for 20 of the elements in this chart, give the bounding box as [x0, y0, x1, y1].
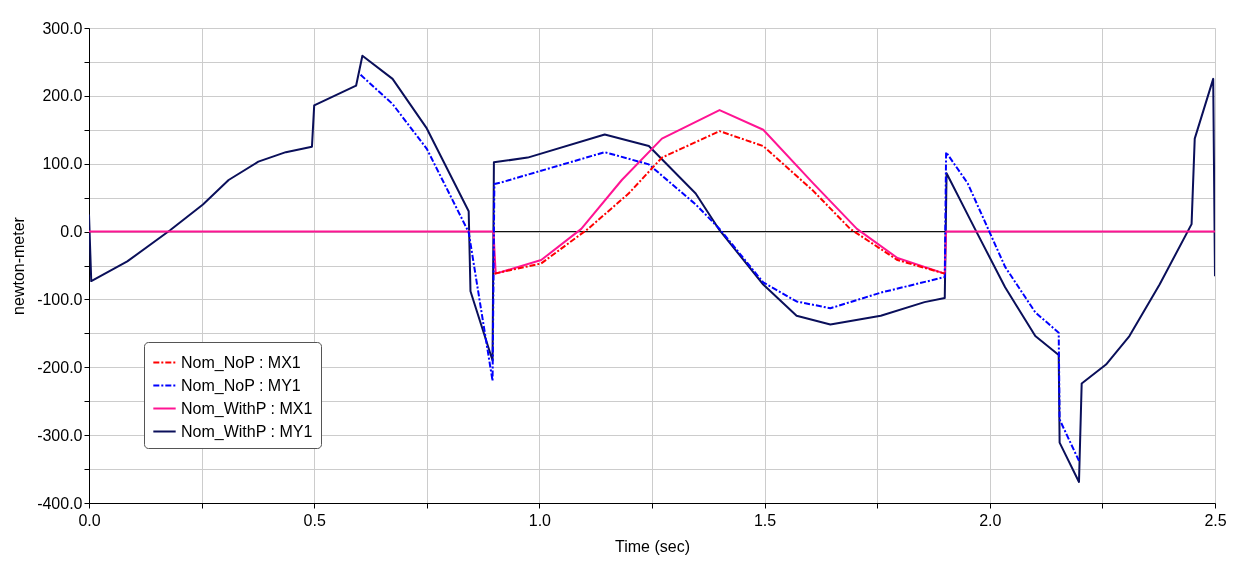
y-tick-label: 200.0 — [42, 87, 83, 105]
y-tick-label: 0.0 — [60, 223, 83, 241]
y-tick-label: -100.0 — [37, 290, 83, 308]
y-tick-label: 300.0 — [42, 19, 83, 37]
x-tick-label: 2.0 — [979, 511, 1002, 529]
y-axis-title: newton-meter — [10, 216, 28, 315]
y-tick-label: -300.0 — [37, 426, 83, 444]
y-tick-label: -400.0 — [37, 494, 83, 512]
y-tick-label: -200.0 — [37, 358, 83, 376]
legend-label: Nom_WithP : MX1 — [181, 399, 313, 418]
x-tick-label: 2.5 — [1204, 511, 1227, 529]
x-tick-label: 0.0 — [78, 511, 101, 529]
x-tick-label: 0.5 — [303, 511, 326, 529]
legend-label: Nom_WithP : MY1 — [181, 422, 313, 441]
legend-label: Nom_NoP : MX1 — [181, 353, 301, 372]
legend-label: Nom_NoP : MY1 — [181, 376, 301, 395]
x-axis-title: Time (sec) — [615, 537, 690, 555]
x-tick-label: 1.5 — [753, 511, 777, 529]
y-tick-label: 100.0 — [42, 155, 83, 173]
x-tick-label: 1.0 — [528, 511, 552, 529]
